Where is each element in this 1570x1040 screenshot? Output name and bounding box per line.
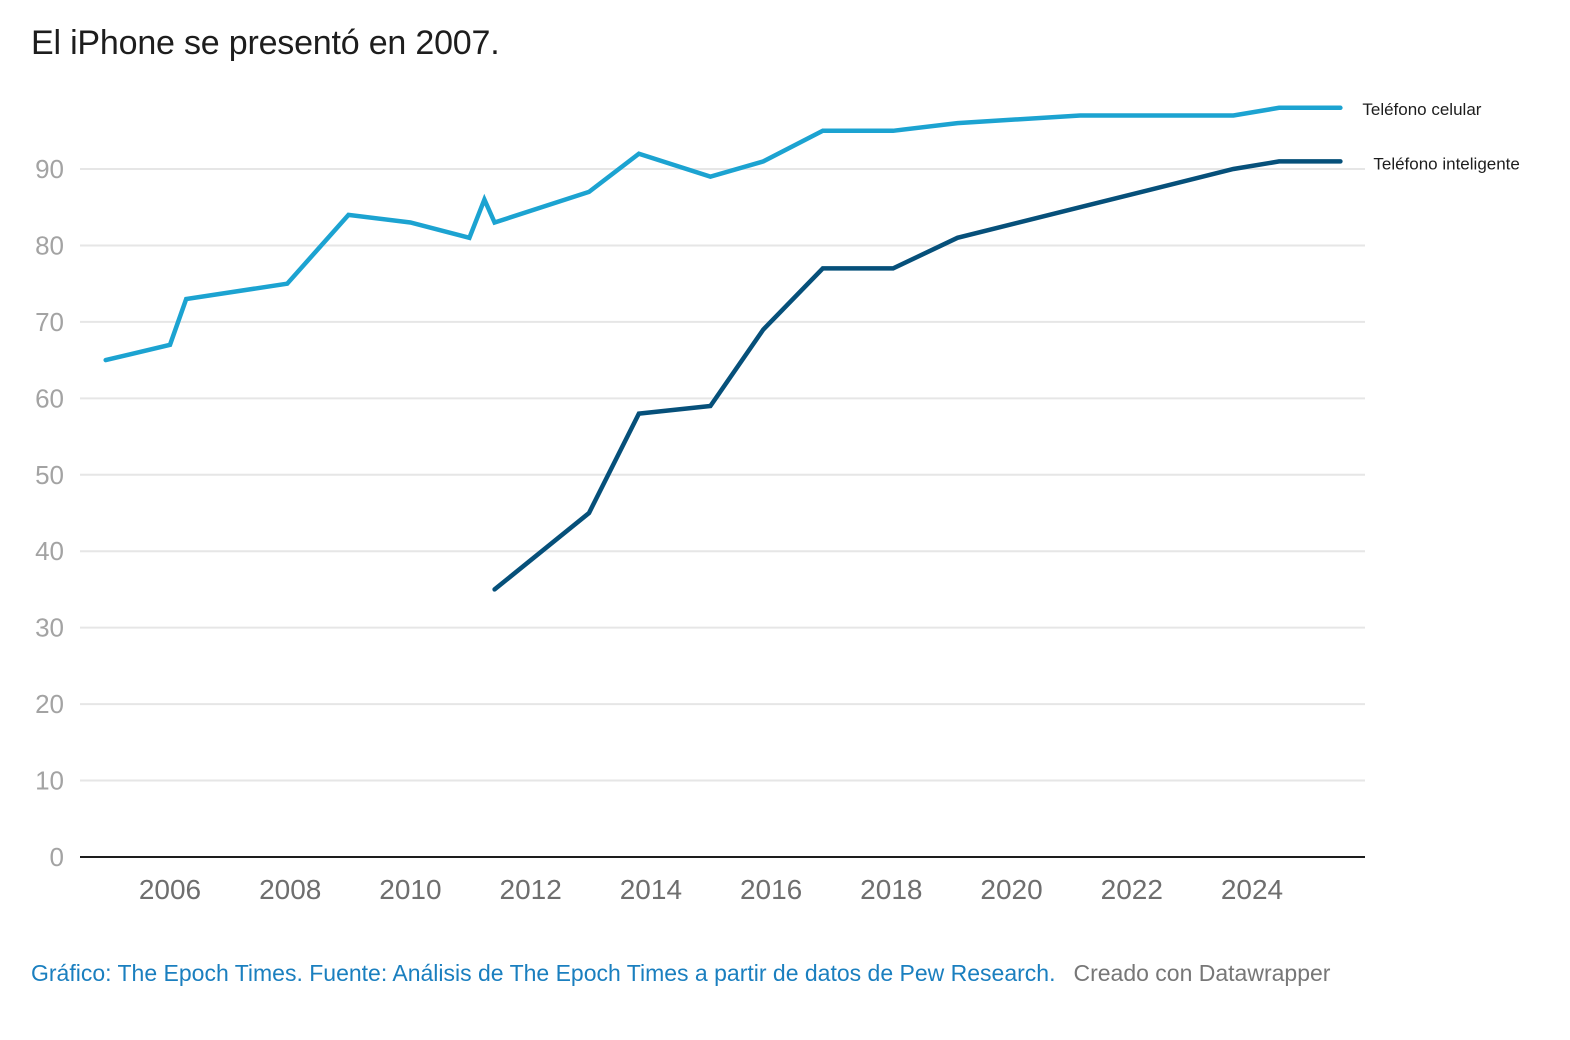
series-line-telefono-inteligente xyxy=(492,159,1343,592)
series-line-telefono-celular xyxy=(103,105,1343,363)
y-tick-label: 0 xyxy=(50,842,64,872)
y-tick-label: 50 xyxy=(35,460,64,490)
x-tick-label: 2018 xyxy=(860,874,922,905)
x-tick-label: 2010 xyxy=(379,874,441,905)
x-tick-label: 2008 xyxy=(259,874,321,905)
x-tick-label: 2014 xyxy=(620,874,682,905)
x-tick-label: 2016 xyxy=(740,874,802,905)
line-chart: 0 10 20 30 40 50 60 70 80 90 2006 2008 2010 2012 2014… xyxy=(35,100,1520,905)
y-axis-ticks: 0 10 20 30 40 50 60 70 80 90 xyxy=(35,154,64,872)
x-tick-label: 2022 xyxy=(1101,874,1163,905)
y-tick-label: 70 xyxy=(35,307,64,337)
source-link[interactable]: Gráfico: The Epoch Times. Fuente: Anális… xyxy=(31,960,1056,986)
y-tick-label: 80 xyxy=(35,230,64,260)
x-tick-label: 2012 xyxy=(500,874,562,905)
y-tick-label: 20 xyxy=(35,689,64,719)
gridlines xyxy=(80,168,1365,782)
legend: Teléfono celular Teléfono inteligente xyxy=(1362,100,1520,174)
y-tick-label: 40 xyxy=(35,536,64,566)
legend-label: Teléfono celular xyxy=(1362,100,1481,119)
series-lines xyxy=(103,105,1343,592)
chart-title: El iPhone se presentó en 2007. xyxy=(31,24,500,62)
datawrapper-credit[interactable]: Creado con Datawrapper xyxy=(1073,960,1331,986)
x-tick-label: 2024 xyxy=(1221,874,1283,905)
chart-footer: Gráfico: The Epoch Times. Fuente: Anális… xyxy=(31,960,1330,987)
x-tick-label: 2020 xyxy=(980,874,1042,905)
y-tick-label: 60 xyxy=(35,383,64,413)
y-tick-label: 30 xyxy=(35,613,64,643)
legend-label: Teléfono inteligente xyxy=(1373,154,1520,173)
y-tick-label: 90 xyxy=(35,154,64,184)
x-tick-label: 2006 xyxy=(139,874,201,905)
x-axis-ticks: 2006 2008 2010 2012 2014 2016 2018 2020 2022 2024 xyxy=(139,874,1283,905)
y-tick-label: 10 xyxy=(35,766,64,796)
